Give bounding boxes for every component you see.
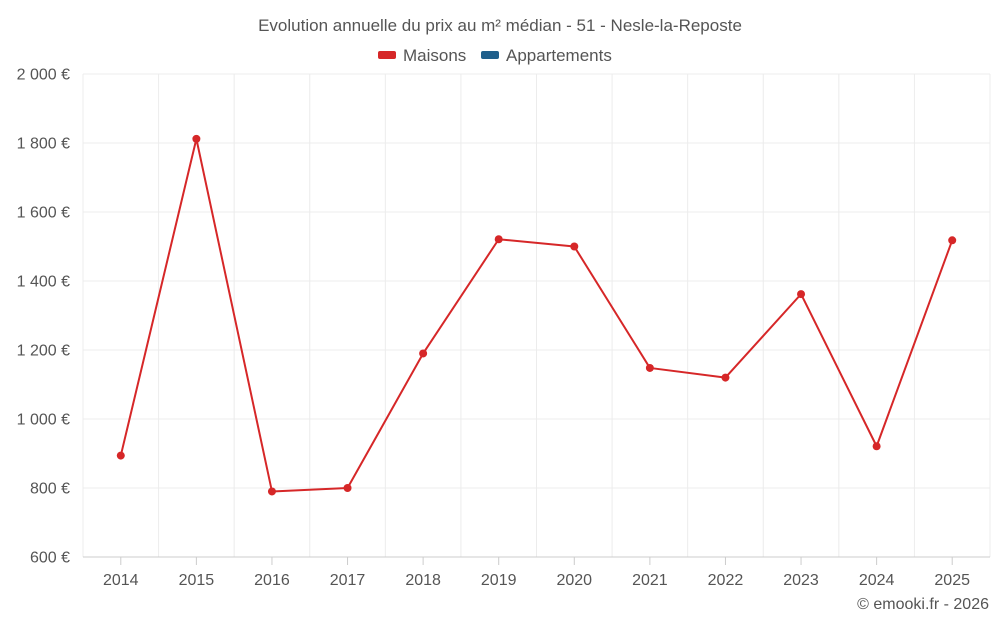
legend: Maisons Appartements xyxy=(378,46,612,65)
data-point-maisons-2025[interactable] xyxy=(948,236,957,245)
data-point-maisons-2015[interactable] xyxy=(192,134,201,143)
x-tick-label: 2024 xyxy=(859,572,895,589)
x-tick-label: 2021 xyxy=(632,572,668,589)
y-tick-label: 600 € xyxy=(30,550,70,567)
y-tick-label: 2 000 € xyxy=(17,67,70,84)
x-tick-label: 2018 xyxy=(405,572,441,589)
data-point-maisons-2016[interactable] xyxy=(267,487,276,496)
x-tick-label: 2017 xyxy=(330,572,366,589)
x-tick-label: 2016 xyxy=(254,572,290,589)
x-tick-label: 2020 xyxy=(556,572,592,589)
legend-label-maisons: Maisons xyxy=(403,46,466,65)
data-point-maisons-2022[interactable] xyxy=(721,373,730,382)
legend-item-maisons[interactable]: Maisons xyxy=(378,46,466,65)
y-tick-label: 1 200 € xyxy=(17,343,70,360)
legend-swatch-maisons xyxy=(378,51,396,59)
data-point-maisons-2014[interactable] xyxy=(116,451,125,460)
x-tick-label: 2023 xyxy=(783,572,819,589)
credit-text: © emooki.fr - 2026 xyxy=(857,596,989,613)
series-line-maisons xyxy=(119,137,954,493)
legend-item-appartements[interactable]: Appartements xyxy=(481,46,612,65)
legend-swatch-appartements xyxy=(481,51,499,59)
data-point-maisons-2018[interactable] xyxy=(419,349,428,358)
y-tick-label: 1 400 € xyxy=(17,274,70,291)
data-point-maisons-2024[interactable] xyxy=(872,442,881,451)
data-point-maisons-2023[interactable] xyxy=(797,290,806,299)
data-point-maisons-2021[interactable] xyxy=(645,363,654,372)
y-tick-label: 1 600 € xyxy=(17,205,70,222)
y-axis-ticks: 600 € 800 € 1 000 € 1 200 € 1 400 € 1 600 € 1 … xyxy=(17,67,70,567)
data-point-maisons-2020[interactable] xyxy=(570,242,579,251)
y-tick-label: 1 800 € xyxy=(17,136,70,153)
chart-title: Evolution annuelle du prix au m² médian … xyxy=(258,16,742,35)
x-tick-label: 2022 xyxy=(708,572,744,589)
x-tick-label: 2025 xyxy=(934,572,970,589)
grid xyxy=(82,73,991,558)
x-tick-label: 2014 xyxy=(103,572,139,589)
x-tick-label: 2019 xyxy=(481,572,517,589)
x-axis-ticks: 2014 2015 2016 2017 2018 2019 2020 2021 2022 2023… xyxy=(103,557,970,589)
y-tick-label: 800 € xyxy=(30,481,70,498)
data-point-maisons-2017[interactable] xyxy=(343,484,352,492)
y-tick-label: 1 000 € xyxy=(17,412,70,429)
series xyxy=(116,134,957,496)
legend-label-appartements: Appartements xyxy=(506,46,612,65)
data-point-maisons-2019[interactable] xyxy=(494,235,503,244)
x-tick-label: 2015 xyxy=(179,572,215,589)
